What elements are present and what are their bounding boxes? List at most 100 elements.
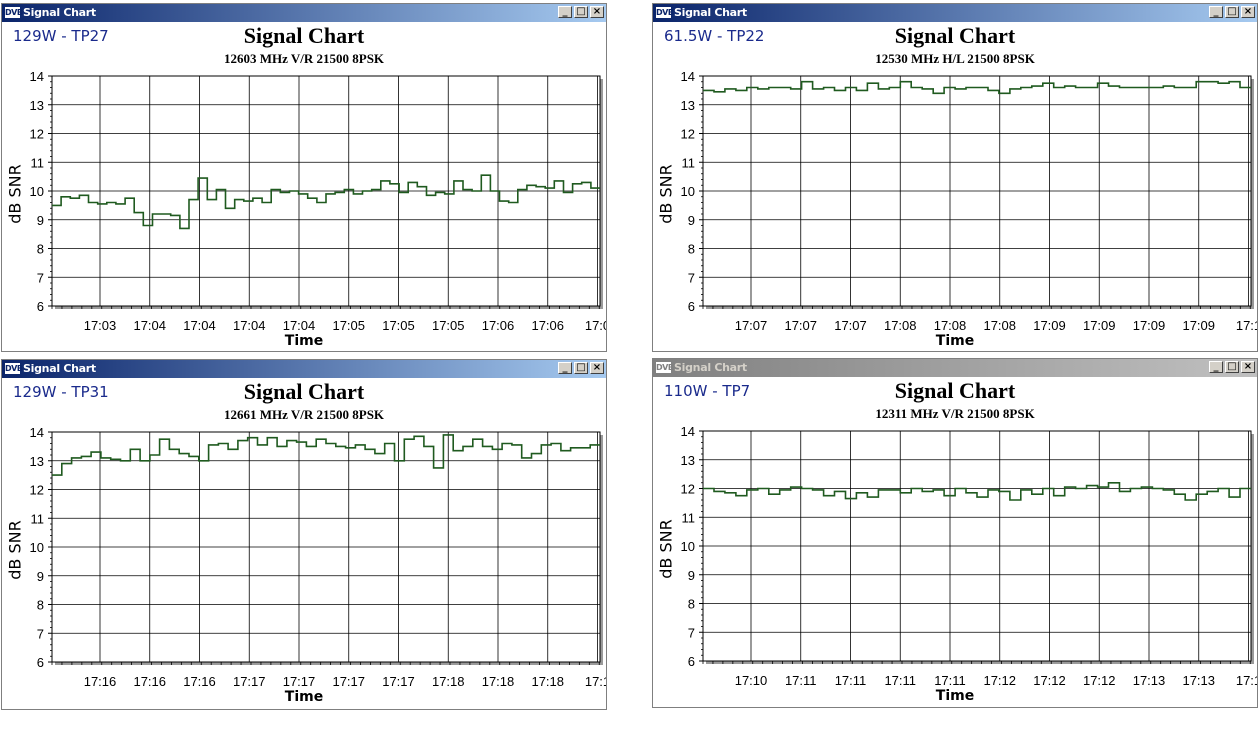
- minimize-button[interactable]: _: [1209, 6, 1223, 18]
- x-tick-label: 17:18: [531, 674, 564, 689]
- y-tick-label: 6: [37, 655, 44, 670]
- x-tick-label: 17:0: [585, 318, 606, 333]
- signal-chart-window-2[interactable]: DVB Signal Chart _ □ × 61.5W - TP22 Sign…: [652, 3, 1258, 352]
- x-tick-label: 17:18: [482, 674, 515, 689]
- x-tick-label: 17:13: [1182, 673, 1215, 688]
- maximize-button[interactable]: □: [1225, 6, 1239, 18]
- y-tick-label: 8: [688, 597, 695, 612]
- x-tick-label: 17:07: [784, 318, 817, 333]
- x-tick-label: 17:17: [233, 674, 266, 689]
- y-tick-label: 14: [681, 69, 695, 84]
- y-tick-label: 8: [37, 598, 44, 613]
- x-tick-label: 17:11: [835, 673, 867, 688]
- x-tick-label: 17:18: [432, 674, 465, 689]
- y-tick-label: 6: [688, 654, 695, 669]
- x-tick-label: 17:12: [1033, 673, 1066, 688]
- y-tick-label: 6: [37, 299, 44, 314]
- app-icon: DVB: [656, 7, 674, 18]
- x-tick-label: 17:09: [1182, 318, 1215, 333]
- x-tick-label: 17:11: [934, 673, 966, 688]
- minimize-button[interactable]: _: [558, 362, 572, 374]
- x-tick-label: 17:16: [133, 674, 166, 689]
- window-title: Signal Chart: [674, 6, 747, 19]
- signal-chart-plot: 6 7 8 9 10 11 12 13 14 17:16 17:16 17:16 17:17 17:17 1…: [30, 425, 606, 689]
- x-tick-label: 17:11: [884, 673, 916, 688]
- y-tick-label: 8: [688, 242, 695, 257]
- maximize-button[interactable]: □: [1225, 361, 1239, 373]
- signal-chart-plot: 6 7 8 9 10 11 12 13 14 17:03 17:04 17:04 17:04 17:04 1…: [30, 69, 606, 333]
- satellite-label: 61.5W - TP22: [664, 27, 765, 45]
- close-button[interactable]: ×: [590, 362, 604, 374]
- minimize-button[interactable]: _: [1209, 361, 1223, 373]
- x-tick-label: 17:07: [834, 318, 867, 333]
- title-bar[interactable]: DVB Signal Chart _ □ ×: [653, 4, 1257, 22]
- window-title: Signal Chart: [23, 6, 96, 19]
- title-bar[interactable]: DVB Signal Chart _ □ ×: [2, 4, 606, 22]
- y-tick-label: 9: [688, 213, 695, 228]
- window-title: Signal Chart: [23, 362, 96, 375]
- chart-subtitle: 12661 MHz V/R 21500 8PSK: [223, 407, 385, 422]
- y-axis-label: dB SNR: [5, 164, 25, 224]
- satellite-label: 110W - TP7: [664, 382, 751, 400]
- y-tick-label: 14: [681, 424, 695, 439]
- y-tick-label: 9: [37, 213, 44, 228]
- x-tick-label: 17:08: [884, 318, 917, 333]
- signal-chart-window-4[interactable]: DVB Signal Chart _ □ × 110W - TP7 Signal…: [652, 358, 1258, 708]
- x-tick-label: 17:17: [283, 674, 316, 689]
- maximize-button[interactable]: □: [574, 6, 588, 18]
- chart-subtitle: 12311 MHz V/R 21500 8PSK: [875, 406, 1035, 421]
- x-axis-label: Time: [284, 689, 324, 705]
- app-icon: DVB: [656, 362, 674, 373]
- signal-chart-window-1[interactable]: DVB Signal Chart _ □ × 129W - TP27 Signa…: [1, 3, 607, 352]
- close-button[interactable]: ×: [590, 6, 604, 18]
- y-tick-label: 6: [688, 299, 695, 314]
- app-icon: DVB: [5, 363, 23, 374]
- maximize-button[interactable]: □: [574, 362, 588, 374]
- y-tick-label: 12: [30, 483, 44, 498]
- title-bar[interactable]: DVB Signal Chart _ □ ×: [653, 359, 1257, 377]
- snr-series-line: [52, 434, 600, 476]
- x-tick-label: 17:09: [1033, 318, 1066, 333]
- y-tick-label: 11: [31, 511, 45, 526]
- x-tick-label: 17:16: [183, 674, 216, 689]
- x-tick-label: 17:04: [183, 318, 216, 333]
- x-tick-label: 17:12: [983, 673, 1016, 688]
- y-tick-label: 7: [688, 625, 695, 640]
- x-tick-label: 17:09: [1083, 318, 1116, 333]
- y-tick-label: 14: [30, 69, 44, 84]
- x-tick-label: 17:1: [1236, 318, 1257, 333]
- y-tick-label: 13: [30, 454, 44, 469]
- chart-title: Signal Chart: [243, 379, 365, 404]
- y-tick-label: 11: [31, 155, 45, 170]
- y-tick-label: 13: [681, 453, 695, 468]
- y-tick-label: 10: [681, 184, 695, 199]
- satellite-label: 129W - TP27: [13, 27, 109, 45]
- x-tick-label: 17:16: [84, 674, 117, 689]
- signal-chart-window-3[interactable]: DVB Signal Chart _ □ × 129W - TP31 Signa…: [1, 359, 607, 710]
- minimize-button[interactable]: _: [558, 6, 572, 18]
- x-tick-label: 17:11: [785, 673, 817, 688]
- close-button[interactable]: ×: [1241, 361, 1255, 373]
- x-tick-label: 17:12: [1083, 673, 1116, 688]
- x-tick-label: 17:06: [531, 318, 564, 333]
- x-tick-label: 17:05: [432, 318, 465, 333]
- y-tick-label: 10: [30, 540, 44, 555]
- y-axis-label: dB SNR: [656, 164, 676, 224]
- y-tick-label: 8: [37, 242, 44, 257]
- close-button[interactable]: ×: [1241, 6, 1255, 18]
- x-tick-label: 17:06: [482, 318, 515, 333]
- x-tick-label: 17:13: [1133, 673, 1166, 688]
- signal-chart-plot: 6 7 8 9 10 11 12 13 14 17:07 17:07 17:07 17:08 17:08 1…: [681, 69, 1257, 333]
- x-tick-label: 17:04: [133, 318, 166, 333]
- chart-title: Signal Chart: [243, 23, 365, 48]
- y-axis-label: dB SNR: [5, 520, 25, 580]
- title-bar[interactable]: DVB Signal Chart _ □ ×: [2, 360, 606, 378]
- x-tick-label: 17:10: [735, 673, 768, 688]
- snr-series-line: [52, 174, 600, 230]
- y-tick-label: 10: [30, 184, 44, 199]
- x-axis-label: Time: [935, 688, 975, 704]
- x-tick-label: 17:05: [332, 318, 365, 333]
- chart-title: Signal Chart: [894, 378, 1016, 403]
- x-tick-label: 17:17: [332, 674, 365, 689]
- y-tick-label: 13: [30, 98, 44, 113]
